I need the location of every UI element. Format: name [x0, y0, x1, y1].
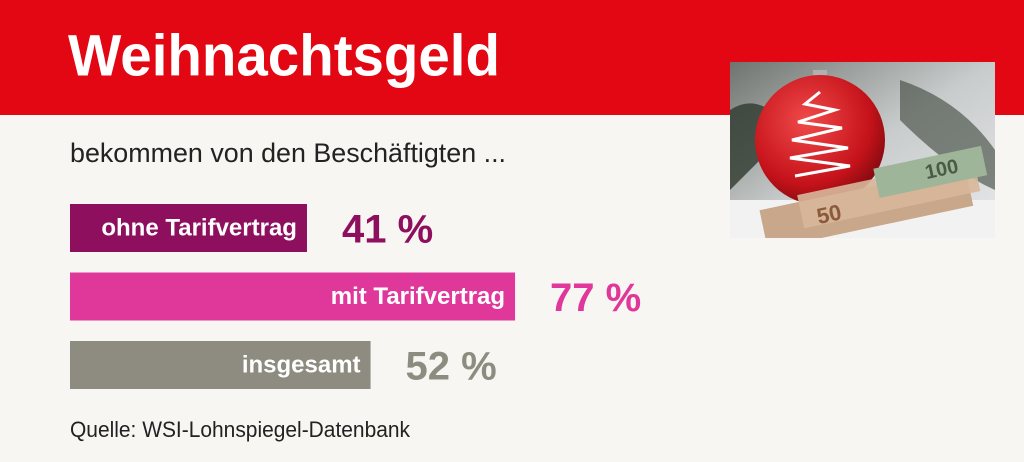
bar: [70, 204, 307, 252]
category-label: ohne Tarifvertrag: [101, 214, 297, 241]
chart-title: Weihnachtsgeld: [68, 23, 500, 88]
category-label: insgesamt: [242, 351, 361, 378]
bar: [70, 272, 516, 321]
bar: [70, 341, 371, 389]
photo: 50 100: [730, 62, 995, 238]
value-label: 41 %: [342, 208, 433, 252]
category-label: mit Tarifvertrag: [331, 283, 505, 310]
value-label: 77 %: [550, 276, 641, 320]
svg-text:50: 50: [815, 199, 844, 229]
source-note: Quelle: WSI-Lohnspiegel-Datenbank: [70, 417, 411, 442]
value-label: 52 %: [406, 345, 497, 389]
chart-subtitle: bekommen von den Beschäftigten ...: [70, 138, 506, 168]
